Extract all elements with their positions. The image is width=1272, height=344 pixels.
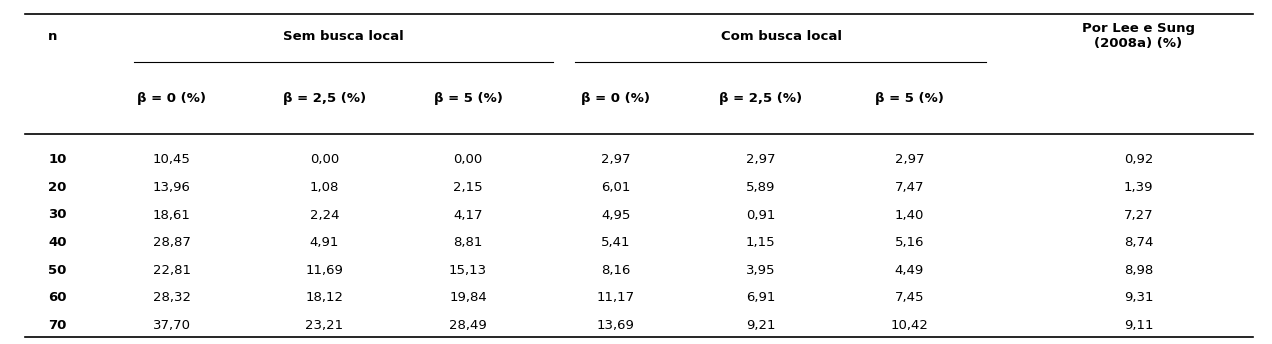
Text: 13,96: 13,96 (153, 181, 191, 194)
Text: 2,97: 2,97 (600, 153, 631, 166)
Text: 11,17: 11,17 (597, 291, 635, 304)
Text: 6,01: 6,01 (600, 181, 631, 194)
Text: 2,24: 2,24 (309, 208, 340, 222)
Text: 8,16: 8,16 (600, 264, 631, 277)
Text: 70: 70 (48, 319, 66, 332)
Text: 0,00: 0,00 (310, 153, 338, 166)
Text: 0,92: 0,92 (1123, 153, 1154, 166)
Text: 1,15: 1,15 (745, 236, 776, 249)
Text: 37,70: 37,70 (153, 319, 191, 332)
Text: 5,41: 5,41 (600, 236, 631, 249)
Text: 28,49: 28,49 (449, 319, 487, 332)
Text: 3,95: 3,95 (745, 264, 776, 277)
Text: β = 5 (%): β = 5 (%) (434, 92, 502, 105)
Text: 4,17: 4,17 (453, 208, 483, 222)
Text: 19,84: 19,84 (449, 291, 487, 304)
Text: 9,11: 9,11 (1123, 319, 1154, 332)
Text: 4,49: 4,49 (895, 264, 923, 277)
Text: 8,74: 8,74 (1123, 236, 1154, 249)
Text: 0,91: 0,91 (745, 208, 776, 222)
Text: 8,81: 8,81 (453, 236, 483, 249)
Text: β = 2,5 (%): β = 2,5 (%) (719, 92, 803, 105)
Text: 18,61: 18,61 (153, 208, 191, 222)
Text: 2,15: 2,15 (453, 181, 483, 194)
Text: Com busca local: Com busca local (720, 30, 842, 43)
Text: 30: 30 (48, 208, 67, 222)
Text: β = 0 (%): β = 0 (%) (581, 92, 650, 105)
Text: 10,42: 10,42 (890, 319, 929, 332)
Text: 40: 40 (48, 236, 67, 249)
Text: β = 0 (%): β = 0 (%) (137, 92, 206, 105)
Text: β = 2,5 (%): β = 2,5 (%) (282, 92, 366, 105)
Text: β = 5 (%): β = 5 (%) (875, 92, 944, 105)
Text: 15,13: 15,13 (449, 264, 487, 277)
Text: 2,97: 2,97 (745, 153, 776, 166)
Text: 6,91: 6,91 (745, 291, 776, 304)
Text: 0,00: 0,00 (454, 153, 482, 166)
Text: 2,97: 2,97 (894, 153, 925, 166)
Text: 22,81: 22,81 (153, 264, 191, 277)
Text: 7,47: 7,47 (894, 181, 925, 194)
Text: 18,12: 18,12 (305, 291, 343, 304)
Text: 4,91: 4,91 (309, 236, 340, 249)
Text: 9,21: 9,21 (745, 319, 776, 332)
Text: 1,39: 1,39 (1123, 181, 1154, 194)
Text: 7,45: 7,45 (894, 291, 925, 304)
Text: Por Lee e Sung
(2008a) (%): Por Lee e Sung (2008a) (%) (1082, 22, 1194, 50)
Text: 50: 50 (48, 264, 66, 277)
Text: 1,08: 1,08 (309, 181, 340, 194)
Text: 23,21: 23,21 (305, 319, 343, 332)
Text: 60: 60 (48, 291, 67, 304)
Text: 1,40: 1,40 (894, 208, 925, 222)
Text: 8,98: 8,98 (1124, 264, 1152, 277)
Text: 28,32: 28,32 (153, 291, 191, 304)
Text: 10: 10 (48, 153, 66, 166)
Text: 10,45: 10,45 (153, 153, 191, 166)
Text: Sem busca local: Sem busca local (284, 30, 403, 43)
Text: 7,27: 7,27 (1123, 208, 1154, 222)
Text: 11,69: 11,69 (305, 264, 343, 277)
Text: 5,89: 5,89 (745, 181, 776, 194)
Text: 9,31: 9,31 (1123, 291, 1154, 304)
Text: 20: 20 (48, 181, 66, 194)
Text: 5,16: 5,16 (894, 236, 925, 249)
Text: 4,95: 4,95 (600, 208, 631, 222)
Text: n: n (48, 30, 57, 43)
Text: 28,87: 28,87 (153, 236, 191, 249)
Text: 13,69: 13,69 (597, 319, 635, 332)
